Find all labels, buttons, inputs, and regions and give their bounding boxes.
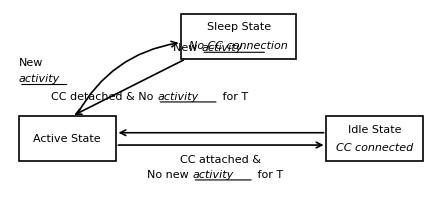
Text: activity: activity bbox=[201, 43, 243, 53]
Text: New: New bbox=[173, 43, 201, 53]
Text: CC connected: CC connected bbox=[336, 143, 413, 153]
FancyBboxPatch shape bbox=[326, 116, 423, 161]
Text: activity: activity bbox=[19, 74, 60, 84]
Text: activity: activity bbox=[157, 92, 198, 102]
Text: CC detached & No: CC detached & No bbox=[51, 92, 157, 102]
Text: Idle State: Idle State bbox=[348, 125, 401, 135]
Text: for T: for T bbox=[254, 170, 283, 180]
Text: New: New bbox=[19, 58, 43, 68]
FancyBboxPatch shape bbox=[182, 14, 296, 59]
Text: Active State: Active State bbox=[34, 134, 101, 144]
Text: No new: No new bbox=[147, 170, 192, 180]
Text: No CC connection: No CC connection bbox=[189, 41, 288, 51]
Text: CC attached &: CC attached & bbox=[180, 155, 262, 165]
Text: Sleep State: Sleep State bbox=[206, 22, 271, 32]
Text: for T: for T bbox=[219, 92, 248, 102]
FancyBboxPatch shape bbox=[19, 116, 116, 161]
Text: activity: activity bbox=[192, 170, 234, 180]
